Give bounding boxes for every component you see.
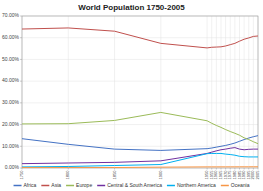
title: World Population 1750-2005 xyxy=(78,3,185,12)
x-tick-label: 1900 xyxy=(158,170,163,180)
legend-swatch xyxy=(66,185,74,187)
x-grid-line xyxy=(239,16,240,168)
legend-label: Oceania xyxy=(231,182,250,188)
y-tick-label: 20.00% xyxy=(2,121,20,127)
lines xyxy=(22,28,258,168)
legend-label: Africa xyxy=(24,182,37,188)
x-tick-label: 1800 xyxy=(65,170,70,180)
legend-label: Europe xyxy=(76,182,92,188)
x-grid-line xyxy=(207,16,208,168)
series-line xyxy=(22,166,258,168)
x-grid-line xyxy=(216,16,217,168)
x-grid-line xyxy=(253,16,254,168)
plot-frame xyxy=(22,16,258,168)
y-grid-line xyxy=(22,59,258,60)
y-tick-label: 0.00% xyxy=(5,164,20,170)
x-grid-line xyxy=(248,16,249,168)
legend-label: Central & South America xyxy=(107,182,162,188)
y-grid-line xyxy=(22,102,258,103)
x-grid-line xyxy=(234,16,235,168)
y-tick-label: 60.00% xyxy=(2,34,20,40)
series-line xyxy=(22,148,258,164)
legend-label: Northern America xyxy=(177,182,216,188)
y-tick-label: 30.00% xyxy=(2,99,20,105)
series-line xyxy=(22,28,258,48)
y-tick-label: 50.00% xyxy=(2,56,20,62)
x-grid-line xyxy=(211,16,212,168)
series-line xyxy=(22,112,258,143)
y-tick-label: 70.00% xyxy=(2,12,20,18)
legend-swatch xyxy=(97,185,105,187)
x-tick-label: 1750 xyxy=(19,170,24,180)
grid xyxy=(22,16,258,168)
x-grid-line xyxy=(114,16,115,168)
y-tick-label: 10.00% xyxy=(2,143,20,149)
legend-swatch xyxy=(221,185,229,187)
x-grid-line xyxy=(220,16,221,168)
legend-swatch xyxy=(14,185,22,187)
series-line xyxy=(22,136,258,151)
x-grid-line xyxy=(230,16,231,168)
legend-swatch xyxy=(167,185,175,187)
x-grid-line xyxy=(68,16,69,168)
chart: World Population 1750-2005 Africa Asia Euro… xyxy=(0,0,263,191)
series-line xyxy=(22,153,258,166)
y-grid-line xyxy=(22,81,258,82)
x-tick-label: 1850 xyxy=(112,170,117,180)
y-tick-label: 40.00% xyxy=(2,77,20,83)
x-grid-line xyxy=(160,16,161,168)
legend-label: Asia xyxy=(51,182,61,188)
x-tick-label: 2005 xyxy=(255,170,260,180)
legend: Africa Asia Europe Central & South America N… xyxy=(14,182,250,188)
legend-swatch xyxy=(41,185,49,187)
